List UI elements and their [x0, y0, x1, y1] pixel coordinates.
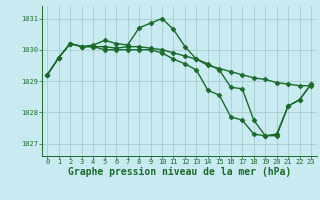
X-axis label: Graphe pression niveau de la mer (hPa): Graphe pression niveau de la mer (hPa): [68, 167, 291, 177]
